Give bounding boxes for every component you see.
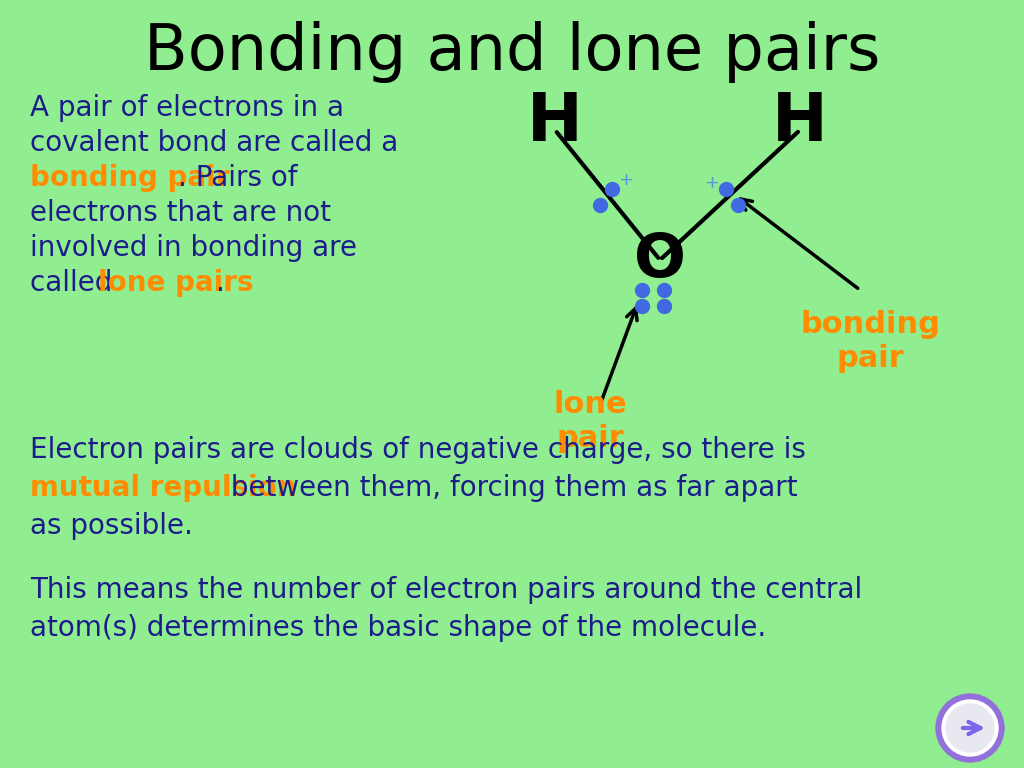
Text: .: .	[216, 269, 225, 297]
Text: lone pairs: lone pairs	[98, 269, 254, 297]
Text: between them, forcing them as far apart: between them, forcing them as far apart	[222, 474, 798, 502]
Text: called: called	[30, 269, 121, 297]
Text: bonding
pair: bonding pair	[800, 310, 940, 372]
Text: H: H	[527, 89, 583, 155]
Text: as possible.: as possible.	[30, 512, 193, 540]
Text: Electron pairs are clouds of negative charge, so there is: Electron pairs are clouds of negative ch…	[30, 436, 806, 464]
Text: atom(s) determines the basic shape of the molecule.: atom(s) determines the basic shape of th…	[30, 614, 766, 642]
Point	[718, 183, 734, 195]
Point	[730, 199, 746, 211]
Text: involved in bonding are: involved in bonding are	[30, 234, 357, 262]
Text: +: +	[705, 174, 720, 192]
Circle shape	[942, 700, 998, 756]
Text: electrons that are not: electrons that are not	[30, 199, 331, 227]
Text: This means the number of electron pairs around the central: This means the number of electron pairs …	[30, 576, 862, 604]
Point	[634, 284, 650, 296]
Text: A pair of electrons in a: A pair of electrons in a	[30, 94, 344, 122]
Point	[591, 199, 607, 211]
Text: covalent bond are called a: covalent bond are called a	[30, 129, 398, 157]
Text: mutual repulsion: mutual repulsion	[30, 474, 297, 502]
Text: bonding pair: bonding pair	[30, 164, 229, 192]
Point	[603, 183, 620, 195]
Text: +: +	[618, 171, 633, 189]
Text: lone
pair: lone pair	[553, 390, 627, 452]
Circle shape	[946, 704, 994, 752]
Text: O: O	[634, 230, 686, 290]
Text: . Pairs of: . Pairs of	[178, 164, 298, 192]
Circle shape	[936, 694, 1004, 762]
Point	[655, 284, 672, 296]
Text: Bonding and lone pairs: Bonding and lone pairs	[143, 21, 881, 83]
Point	[655, 300, 672, 312]
Text: H: H	[772, 89, 827, 155]
Point	[634, 300, 650, 312]
